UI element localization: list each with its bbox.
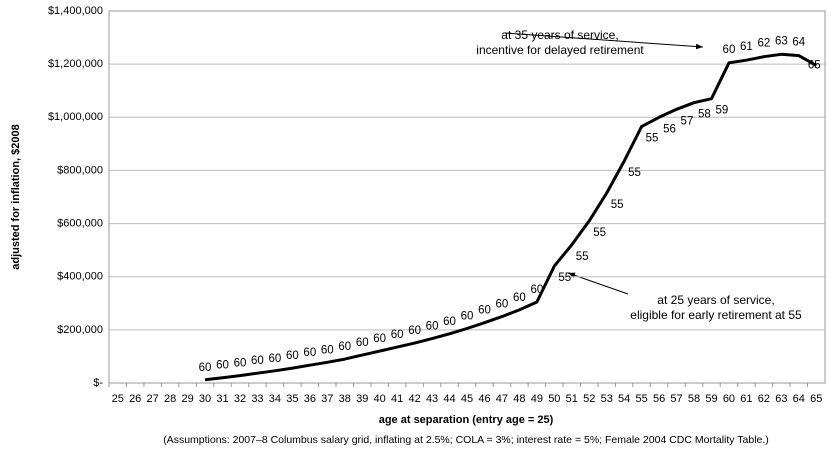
x-tick-label: 34 [269, 393, 281, 405]
point-label: 60 [530, 284, 543, 296]
x-tick-label: 46 [478, 393, 490, 405]
x-tick-label: 41 [391, 393, 403, 405]
point-label: 60 [391, 329, 404, 341]
x-tick-label: 40 [374, 393, 386, 405]
x-tick-label: 54 [618, 393, 630, 405]
x-tick-label: 45 [461, 393, 473, 405]
x-tick-label: 35 [286, 393, 298, 405]
x-axis-label: age at separation (entry age = 25) [379, 414, 554, 426]
x-tick-label: 55 [636, 393, 648, 405]
x-tick-label: 42 [408, 393, 420, 405]
point-label: 55 [611, 199, 624, 211]
plot-border [108, 10, 826, 384]
point-label: 60 [461, 311, 474, 323]
point-label: 61 [740, 41, 753, 53]
x-tick-label: 31 [216, 393, 228, 405]
annotation-arrow [567, 272, 629, 295]
x-tick-label: 39 [356, 393, 368, 405]
x-tick-label: 50 [548, 393, 560, 405]
footnote: (Assumptions: 2007–8 Columbus salary gri… [163, 434, 769, 446]
x-tick-label: 38 [339, 393, 351, 405]
point-label: 60 [199, 362, 212, 374]
point-label: 59 [715, 105, 728, 117]
x-tick-label: 65 [810, 393, 822, 405]
x-tick-label: 43 [426, 393, 438, 405]
y-tick-label: $600,000 [57, 217, 103, 229]
point-label: 60 [373, 333, 386, 345]
point-label: 55 [646, 133, 659, 145]
point-label: 58 [698, 109, 711, 121]
point-label: 62 [757, 38, 770, 50]
x-tick-label: 60 [723, 393, 735, 405]
point-label: 55 [558, 272, 571, 284]
point-label: 63 [775, 35, 788, 47]
point-label: 55 [593, 227, 606, 239]
x-tick-label: 27 [147, 393, 159, 405]
point-label: 57 [681, 115, 694, 127]
x-tick-label: 51 [566, 393, 578, 405]
x-tick-label: 49 [531, 393, 543, 405]
x-tick-label: 30 [199, 393, 211, 405]
x-tick-label: 52 [583, 393, 595, 405]
x-tick-label: 47 [496, 393, 508, 405]
y-tick-label: $1,400,000 [48, 5, 103, 17]
x-tick-label: 26 [129, 393, 141, 405]
line-series [204, 52, 818, 382]
x-tick-label: 32 [234, 393, 246, 405]
point-label: 60 [321, 344, 334, 356]
point-label: 56 [663, 123, 676, 135]
x-tick-label: 59 [705, 393, 717, 405]
point-label: 60 [286, 350, 299, 362]
point-label: 60 [496, 299, 509, 311]
x-tick-label: 33 [251, 393, 263, 405]
point-label: 65 [808, 60, 821, 72]
point-label: 60 [356, 337, 369, 349]
x-tick-label: 48 [513, 393, 525, 405]
x-tick-label: 25 [112, 393, 124, 405]
y-tick-label: $- [93, 377, 103, 389]
annotation: at 25 years of service, [657, 293, 774, 307]
point-label: 60 [443, 316, 456, 328]
point-label: 60 [338, 341, 351, 353]
x-tick-label: 28 [164, 393, 176, 405]
x-tick-label: 29 [181, 393, 193, 405]
y-tick-label: $1,000,000 [48, 111, 103, 123]
y-tick-label: $800,000 [57, 164, 103, 176]
point-label: 60 [216, 360, 229, 372]
y-tick-label: $400,000 [57, 271, 103, 283]
y-axis-label: adjusted for inflation, $2008 [10, 124, 22, 269]
point-label: 60 [408, 325, 421, 337]
x-tick-label: 63 [775, 393, 787, 405]
annotation: eligible for early retirement at 55 [630, 308, 802, 322]
point-label: 60 [269, 353, 282, 365]
y-tick-label: $200,000 [57, 324, 103, 336]
x-tick-label: 62 [758, 393, 770, 405]
x-tick-label: 57 [670, 393, 682, 405]
point-label: 60 [478, 305, 491, 317]
x-tick-label: 37 [321, 393, 333, 405]
x-tick-label: 56 [653, 393, 665, 405]
annotation: incentive for delayed retirement [476, 43, 644, 57]
point-label: 60 [723, 44, 736, 56]
point-label: 60 [303, 347, 316, 359]
point-label: 60 [426, 321, 439, 333]
x-tick-label: 44 [443, 393, 455, 405]
x-tick-label: 64 [793, 393, 805, 405]
x-tick-label: 61 [740, 393, 752, 405]
x-tick-label: 58 [688, 393, 700, 405]
point-label: 60 [234, 358, 247, 370]
y-tick-label: $1,200,000 [48, 58, 103, 70]
x-tick-label: 53 [601, 393, 613, 405]
annotation-arrow [504, 32, 704, 50]
x-tick-label: 36 [304, 393, 316, 405]
point-label: 55 [628, 167, 641, 179]
point-label: 55 [576, 251, 589, 263]
point-label: 64 [792, 37, 805, 49]
point-label: 60 [513, 292, 526, 304]
point-label: 60 [251, 355, 264, 367]
